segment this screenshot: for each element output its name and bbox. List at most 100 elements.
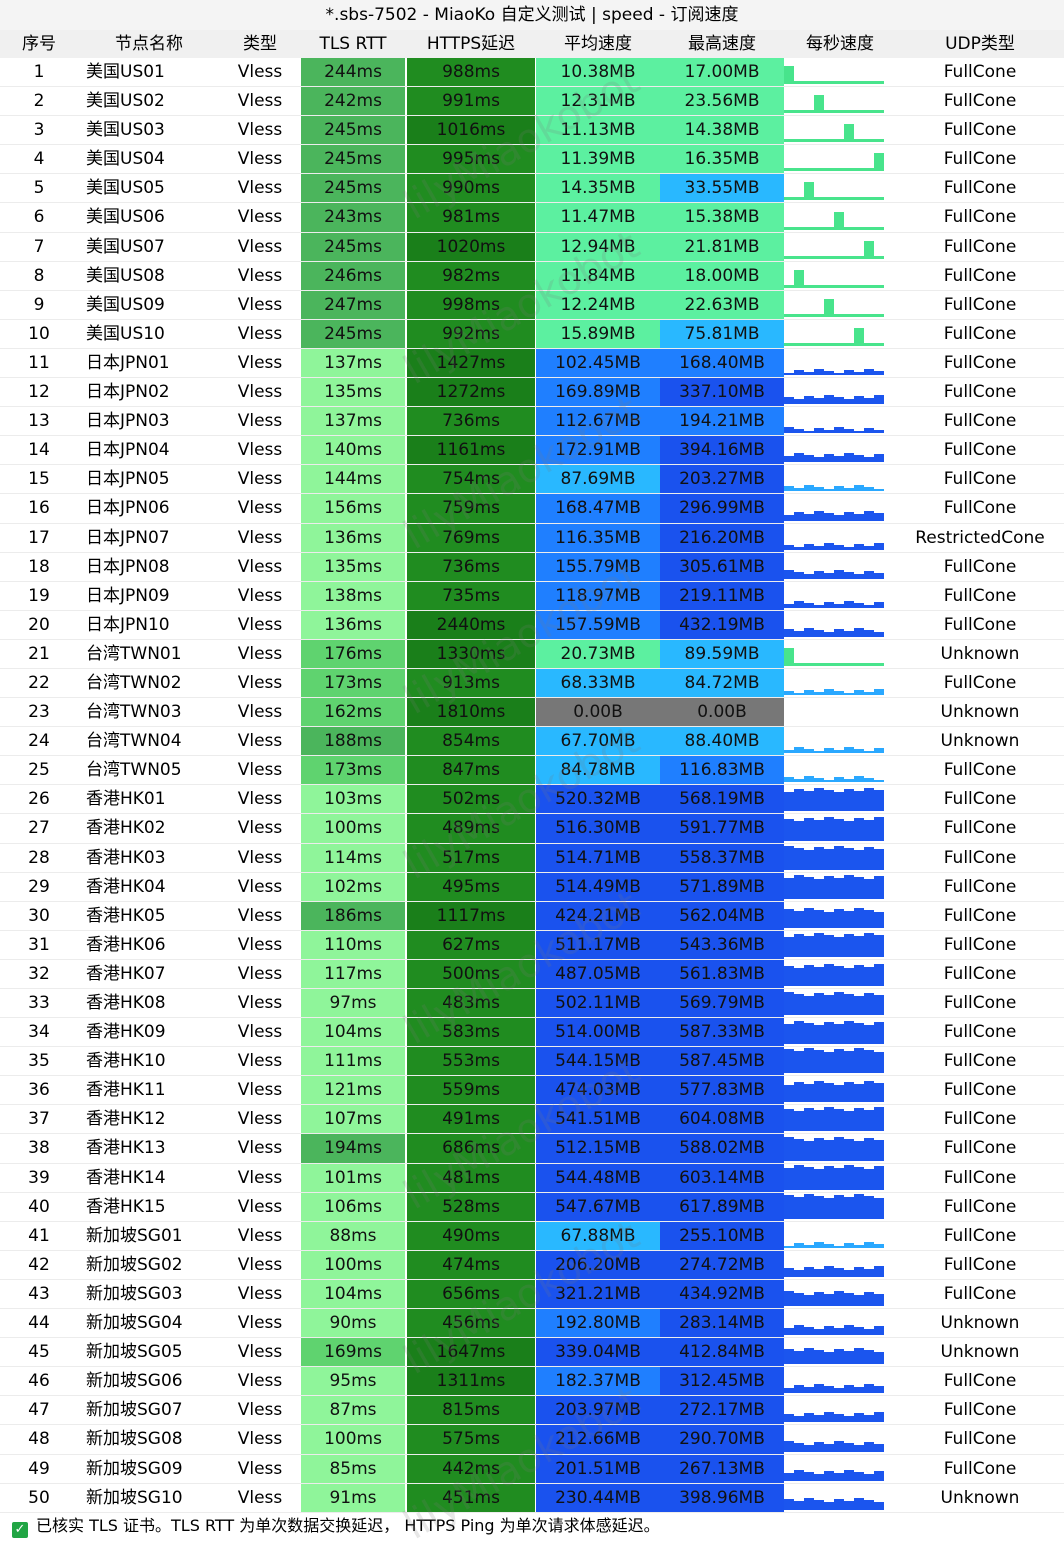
table-row[interactable]: 47 新加坡SG07 Vless 87ms 815ms 203.97MB 272.17MB F… <box>0 1396 1064 1426</box>
sparkline-bar <box>834 1167 844 1190</box>
window-title: *.sbs-7502 - MiaoKo 自定义测试 | speed - 订阅速度 <box>0 0 1064 30</box>
header-udp-type[interactable]: UDP类型 <box>945 34 1015 54</box>
max-speed-cell: 216.20MB <box>660 523 784 552</box>
table-row[interactable]: 26 香港HK01 Vless 103ms 502ms 520.32MB 568.19MB F… <box>0 785 1064 815</box>
table-row[interactable]: 24 台湾TWN04 Vless 188ms 854ms 67.70MB 88.40MB Un… <box>0 727 1064 757</box>
sparkline-bar <box>864 1024 874 1045</box>
udp-type-cell: FullCone <box>943 1080 1017 1101</box>
sparkline-bar <box>804 514 814 521</box>
sparkline-bar <box>844 1292 854 1307</box>
header-max-speed[interactable]: 最高速度 <box>688 34 756 54</box>
table-row[interactable]: 16 日本JPN06 Vless 156ms 759ms 168.47MB 296.99MB… <box>0 494 1064 524</box>
table-row[interactable]: 49 新加坡SG09 Vless 85ms 442ms 201.51MB 267.13MB F… <box>0 1454 1064 1484</box>
table-row[interactable]: 37 香港HK12 Vless 107ms 491ms 541.51MB 604.08MB F… <box>0 1105 1064 1135</box>
header-node-name[interactable]: 节点名称 <box>115 34 183 54</box>
table-row[interactable]: 20 日本JPN10 Vless 136ms 2440ms 157.59MB 432.19M… <box>0 610 1064 640</box>
tls-rtt-cell: 247ms <box>300 290 406 319</box>
table-row[interactable]: 46 新加坡SG06 Vless 95ms 1311ms 182.37MB 312.45MB… <box>0 1367 1064 1397</box>
table-row[interactable]: 11 日本JPN01 Vless 137ms 1427ms 102.45MB 168.40M… <box>0 348 1064 379</box>
sparkline-bar <box>844 788 854 812</box>
avg-speed-cell: 15.89MB <box>536 319 660 348</box>
avg-speed-cell: 544.48MB <box>536 1163 660 1192</box>
udp-type-cell: FullCone <box>943 1400 1017 1421</box>
tls-rtt-cell: 103ms <box>300 785 406 814</box>
table-row[interactable]: 2 美国US02 Vless 242ms 991ms 12.31MB 23.56MB Full… <box>0 87 1064 117</box>
sparkline-bar <box>804 1107 814 1132</box>
table-row[interactable]: 17 日本JPN07 Vless 136ms 769ms 116.35MB 216.20MB… <box>0 523 1064 553</box>
table-row[interactable]: 45 新加坡SG05 Vless 169ms 1647ms 339.04MB 412.84M… <box>0 1338 1064 1368</box>
table-row[interactable]: 33 香港HK08 Vless 97ms 483ms 502.11MB 569.79MB Fu… <box>0 989 1064 1019</box>
sparkline-bar <box>824 255 834 259</box>
sparkline-bar <box>824 689 834 696</box>
header-per-second-speed[interactable]: 每秒速度 <box>806 34 874 54</box>
sparkline-bar <box>854 1193 864 1219</box>
row-index: 48 <box>28 1429 50 1450</box>
https-latency-cell: 1272ms <box>406 378 536 407</box>
sparkline-bar <box>794 1164 804 1190</box>
table-row[interactable]: 44 新加坡SG04 Vless 90ms 456ms 192.80MB 283.14MB U… <box>0 1309 1064 1339</box>
table-row[interactable]: 34 香港HK09 Vless 104ms 583ms 514.00MB 587.33MB F… <box>0 1018 1064 1048</box>
table-row[interactable]: 5 美国US05 Vless 245ms 990ms 14.35MB 33.55MB Full… <box>0 174 1064 204</box>
node-name: 日本JPN03 <box>86 411 170 432</box>
table-row[interactable]: 39 香港HK14 Vless 101ms 481ms 544.48MB 603.14MB F… <box>0 1163 1064 1193</box>
table-row[interactable]: 13 日本JPN03 Vless 137ms 736ms 112.67MB 194.21MB… <box>0 407 1064 437</box>
sparkline-bar <box>874 1197 884 1219</box>
tls-rtt-cell: 140ms <box>300 436 406 465</box>
table-row[interactable]: 21 台湾TWN01 Vless 176ms 1330ms 20.73MB 89.59MB U… <box>0 639 1064 669</box>
row-index: 32 <box>28 963 50 984</box>
https-latency-cell: 998ms <box>406 290 536 319</box>
table-row[interactable]: 3 美国US03 Vless 245ms 1016ms 11.13MB 14.38MB Ful… <box>0 116 1064 146</box>
table-row[interactable]: 8 美国US08 Vless 246ms 982ms 11.84MB 18.00MB Full… <box>0 261 1064 291</box>
sparkline-bar <box>854 1444 864 1452</box>
table-row[interactable]: 12 日本JPN02 Vless 135ms 1272ms 169.89MB 337.10M… <box>0 378 1064 408</box>
sparkline-bar <box>794 1110 804 1132</box>
header-avg-speed[interactable]: 平均速度 <box>564 34 632 54</box>
table-row[interactable]: 42 新加坡SG02 Vless 100ms 474ms 206.20MB 274.72MB… <box>0 1250 1064 1280</box>
sparkline-bar <box>864 1080 874 1103</box>
table-row[interactable]: 28 香港HK03 Vless 114ms 517ms 514.71MB 558.37MB F… <box>0 843 1064 873</box>
header-https-latency[interactable]: HTTPS延迟 <box>426 34 516 54</box>
sparkline-bar <box>844 911 854 928</box>
table-row[interactable]: 10 美国US10 Vless 245ms 992ms 15.89MB 75.81MB Ful… <box>0 319 1064 349</box>
table-row[interactable]: 18 日本JPN08 Vless 135ms 736ms 155.79MB 305.61MB… <box>0 552 1064 582</box>
table-row[interactable]: 43 新加坡SG03 Vless 104ms 656ms 321.21MB 434.92MB… <box>0 1279 1064 1310</box>
udp-type-cell: FullCone <box>943 1109 1017 1130</box>
table-row[interactable]: 50 新加坡SG10 Vless 91ms 451ms 230.44MB 398.96MB U… <box>0 1483 1064 1513</box>
table-row[interactable]: 23 台湾TWN03 Vless 162ms 1810ms 0.00B 0.00B Unkno… <box>0 698 1064 728</box>
sparkline-bar <box>854 602 864 608</box>
table-row[interactable]: 4 美国US04 Vless 245ms 995ms 11.39MB 16.35MB Full… <box>0 145 1064 175</box>
table-row[interactable]: 15 日本JPN05 Vless 144ms 754ms 87.69MB 203.27MB F… <box>0 465 1064 495</box>
table-row[interactable]: 38 香港HK13 Vless 194ms 686ms 512.15MB 588.02MB F… <box>0 1134 1064 1164</box>
table-row[interactable]: 1 美国US01 Vless 244ms 988ms 10.38MB 17.00MB Full… <box>0 58 1064 88</box>
table-row[interactable]: 7 美国US07 Vless 245ms 1020ms 12.94MB 21.81MB Ful… <box>0 232 1064 262</box>
table-row[interactable]: 30 香港HK05 Vless 186ms 1117ms 424.21MB 562.04MB… <box>0 901 1064 931</box>
sparkline-bar <box>824 1106 834 1132</box>
table-row[interactable]: 41 新加坡SG01 Vless 88ms 490ms 67.88MB 255.10MB Fu… <box>0 1221 1064 1251</box>
table-row[interactable]: 27 香港HK02 Vless 100ms 489ms 516.30MB 591.77MB F… <box>0 814 1064 844</box>
table-row[interactable]: 29 香港HK04 Vless 102ms 495ms 514.49MB 571.89MB F… <box>0 872 1064 902</box>
udp-type-cell: FullCone <box>943 993 1017 1013</box>
table-row[interactable]: 9 美国US09 Vless 247ms 998ms 12.24MB 22.63MB Full… <box>0 290 1064 320</box>
udp-type-cell: FullCone <box>943 1022 1017 1043</box>
header-index[interactable]: 序号 <box>22 34 56 54</box>
sparkline-bar <box>804 776 814 783</box>
row-index: 10 <box>28 323 50 344</box>
sparkline-bar <box>814 255 824 259</box>
table-row[interactable]: 19 日本JPN09 Vless 138ms 735ms 118.97MB 219.11MB… <box>0 581 1064 611</box>
table-row[interactable]: 31 香港HK06 Vless 110ms 627ms 511.17MB 543.36MB F… <box>0 930 1064 960</box>
header-type[interactable]: 类型 <box>243 34 277 54</box>
table-row[interactable]: 25 台湾TWN05 Vless 173ms 847ms 84.78MB 116.83MB F… <box>0 756 1064 786</box>
table-row[interactable]: 48 新加坡SG08 Vless 100ms 575ms 212.66MB 290.70MB… <box>0 1425 1064 1455</box>
table-row[interactable]: 6 美国US06 Vless 243ms 981ms 11.47MB 15.38MB Full… <box>0 203 1064 233</box>
udp-type-cell: Unknown <box>940 1313 1020 1334</box>
table-row[interactable]: 36 香港HK11 Vless 121ms 559ms 474.03MB 577.83MB F… <box>0 1076 1064 1106</box>
header-tls-rtt[interactable]: TLS RTT <box>319 34 387 54</box>
table-row[interactable]: 14 日本JPN04 Vless 140ms 1161ms 172.91MB 394.16M… <box>0 436 1064 466</box>
max-speed-cell: 604.08MB <box>660 1105 784 1134</box>
sparkline-bar <box>814 1291 824 1307</box>
udp-type-cell: FullCone <box>943 1254 1017 1275</box>
table-row[interactable]: 35 香港HK10 Vless 111ms 553ms 544.15MB 587.45MB F… <box>0 1047 1064 1077</box>
table-row[interactable]: 40 香港HK15 Vless 106ms 528ms 547.67MB 617.89MB F… <box>0 1192 1064 1222</box>
table-row[interactable]: 32 香港HK07 Vless 117ms 500ms 487.05MB 561.83MB F… <box>0 959 1064 989</box>
table-row[interactable]: 22 台湾TWN02 Vless 173ms 913ms 68.33MB 84.72MB Fu… <box>0 668 1064 699</box>
